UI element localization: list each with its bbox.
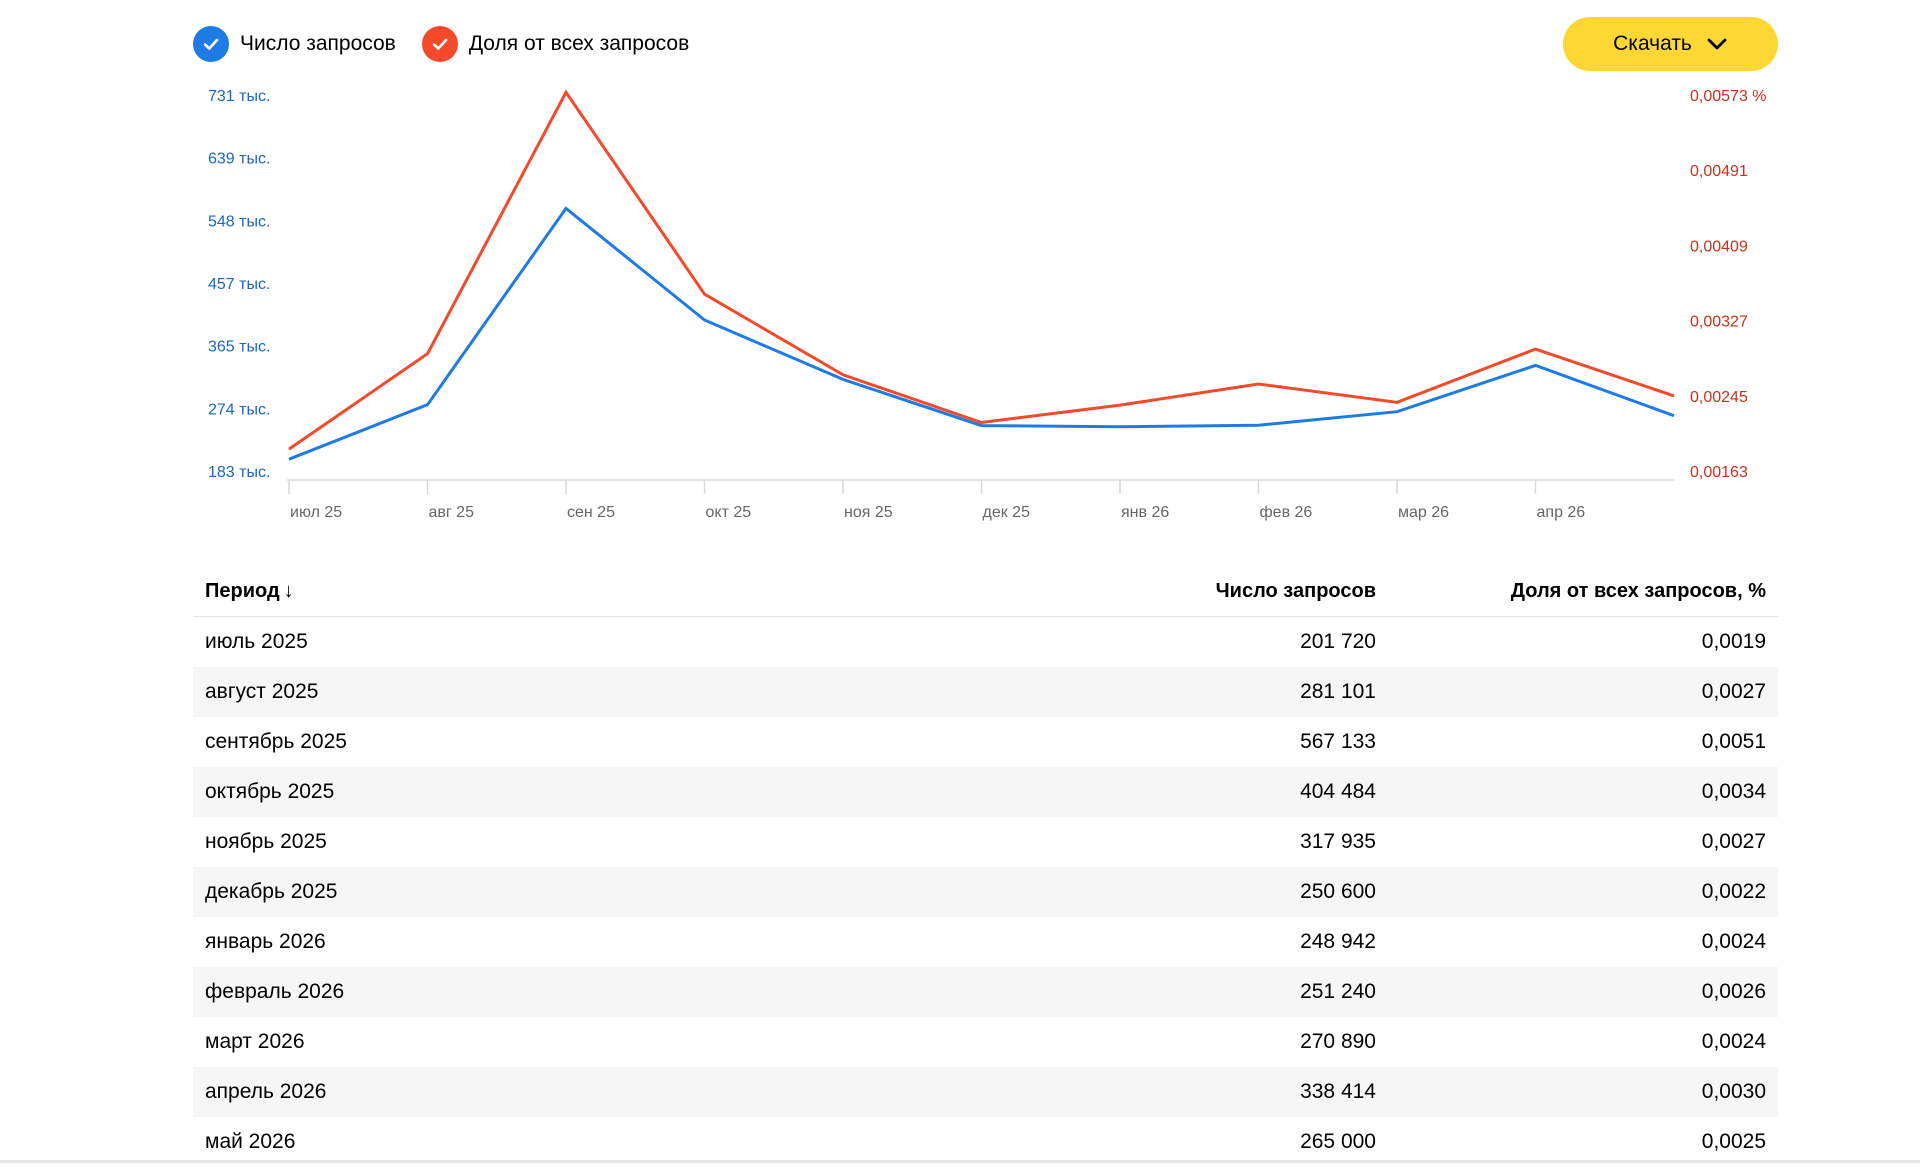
y-left-tick-label: 183 тыс. — [208, 464, 270, 481]
cell-count: 250 600 — [1300, 880, 1376, 903]
cell-count: 338 414 — [1300, 1080, 1376, 1103]
table-header: Период ↓ Число запросов Доля от всех запр… — [193, 566, 1778, 617]
column-header-share[interactable]: Доля от всех запросов, % — [1510, 579, 1766, 602]
legend-item-share[interactable]: Доля от всех запросов — [421, 26, 690, 62]
table-row: сентябрь 2025 567 133 0,0051 — [193, 717, 1778, 767]
y-right-tick-label: 0,00163 — [1690, 464, 1748, 481]
x-tick-label: ноя 25 — [844, 504, 893, 521]
chart-legend: Число запросов Доля от всех запросов — [193, 26, 715, 62]
cell-count: 270 890 — [1300, 1030, 1376, 1053]
table-row: август 2025 281 101 0,0027 — [193, 667, 1778, 717]
legend-item-request-count[interactable]: Число запросов — [193, 26, 396, 62]
y-right-tick-label: 0,00573 % — [1690, 88, 1767, 105]
table-row: декабрь 2025 250 600 0,0022 — [193, 867, 1778, 917]
legend-label: Число запросов — [240, 32, 396, 55]
divider — [0, 1160, 1920, 1163]
y-left-tick-label: 731 тыс. — [208, 88, 270, 105]
cell-period: октябрь 2025 — [205, 780, 335, 803]
x-tick-label: сен 25 — [567, 504, 615, 521]
column-header-period[interactable]: Период ↓ — [205, 579, 294, 602]
y-right-tick-label: 0,00409 — [1690, 238, 1748, 255]
table-row: ноябрь 2025 317 935 0,0027 — [193, 817, 1778, 867]
x-tick-label: дек 25 — [983, 504, 1031, 521]
cell-count: 404 484 — [1300, 780, 1376, 803]
x-tick-label: окт 25 — [706, 504, 752, 521]
cell-share: 0,0024 — [1701, 930, 1766, 953]
cell-count: 265 000 — [1300, 1130, 1376, 1153]
table-row: май 2026 265 000 0,0025 — [193, 1117, 1778, 1167]
x-tick-label: апр 26 — [1537, 504, 1586, 521]
table-row: апрель 2026 338 414 0,0030 — [193, 1067, 1778, 1117]
cell-share: 0,0051 — [1701, 730, 1766, 753]
y-right-tick-label: 0,00491 — [1690, 163, 1748, 180]
cell-share: 0,0024 — [1701, 1030, 1766, 1053]
table-row: январь 2026 248 942 0,0024 — [193, 917, 1778, 967]
line-chart: июл 25 авг 25 сен 25 окт 25 ноя 25 дек 25 янв … — [208, 88, 1767, 521]
cell-period: июль 2025 — [205, 630, 308, 653]
x-tick-label: мар 26 — [1398, 504, 1449, 521]
cell-share: 0,0030 — [1701, 1080, 1766, 1103]
legend-label: Доля от всех запросов — [468, 32, 690, 55]
cell-count: 567 133 — [1300, 730, 1376, 753]
table-row: февраль 2026 251 240 0,0026 — [193, 967, 1778, 1017]
cell-period: март 2026 — [205, 1030, 305, 1053]
y-left-tick-label: 639 тыс. — [208, 151, 270, 168]
series-line-request-count — [288, 206, 1675, 461]
cell-count: 317 935 — [1300, 830, 1376, 853]
cell-count: 251 240 — [1300, 980, 1376, 1003]
cell-period: май 2026 — [205, 1130, 296, 1153]
download-button[interactable]: Скачать — [1563, 17, 1778, 71]
cell-share: 0,0022 — [1701, 880, 1766, 903]
y-left-tick-label: 365 тыс. — [208, 339, 270, 356]
cell-share: 0,0027 — [1701, 830, 1766, 853]
x-tick-label: янв 26 — [1121, 504, 1169, 521]
cell-share: 0,0025 — [1701, 1130, 1766, 1153]
column-header-count[interactable]: Число запросов — [1215, 579, 1376, 602]
cell-period: август 2025 — [205, 680, 319, 703]
chevron-down-icon — [1707, 38, 1727, 50]
cell-count: 281 101 — [1300, 680, 1376, 703]
x-tick-label: авг 25 — [429, 504, 475, 521]
y-right-tick-label: 0,00245 — [1690, 389, 1748, 406]
y-left-tick-label: 548 тыс. — [208, 213, 270, 230]
check-icon — [193, 26, 229, 62]
x-tick-label: фев 26 — [1260, 504, 1313, 521]
cell-share: 0,0019 — [1701, 630, 1766, 653]
y-left-tick-label: 274 тыс. — [208, 401, 270, 418]
cell-count: 201 720 — [1300, 630, 1376, 653]
cell-count: 248 942 — [1300, 930, 1376, 953]
table-row: март 2026 270 890 0,0024 — [193, 1017, 1778, 1067]
x-tick-label: июл 25 — [290, 504, 342, 521]
table-body: июль 2025 201 720 0,0019 август 2025 281 101… — [193, 617, 1778, 1167]
table-row: октябрь 2025 404 484 0,0034 — [193, 767, 1778, 817]
cell-period: январь 2026 — [205, 930, 326, 953]
download-button-label: Скачать — [1613, 32, 1692, 55]
arrow-down-icon: ↓ — [283, 579, 294, 602]
cell-share: 0,0034 — [1701, 780, 1766, 803]
cell-share: 0,0027 — [1701, 680, 1766, 703]
cell-period: сентябрь 2025 — [205, 730, 347, 753]
check-icon — [421, 26, 458, 62]
cell-period: февраль 2026 — [205, 980, 345, 1003]
y-left-tick-label: 457 тыс. — [208, 276, 270, 293]
cell-period: апрель 2026 — [205, 1080, 327, 1103]
series-line-share — [288, 89, 1675, 451]
cell-share: 0,0026 — [1701, 980, 1766, 1003]
cell-period: ноябрь 2025 — [205, 830, 327, 853]
table-row: июль 2025 201 720 0,0019 — [193, 617, 1778, 667]
y-right-tick-label: 0,00327 — [1690, 314, 1748, 331]
data-table: Период ↓ Число запросов Доля от всех запр… — [193, 566, 1778, 1167]
cell-period: декабрь 2025 — [205, 880, 338, 903]
